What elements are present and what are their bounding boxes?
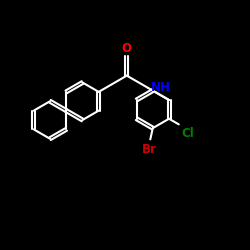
Text: Br: Br xyxy=(142,143,156,156)
Text: Cl: Cl xyxy=(181,127,194,140)
Text: O: O xyxy=(122,42,132,55)
Text: NH: NH xyxy=(151,81,171,94)
